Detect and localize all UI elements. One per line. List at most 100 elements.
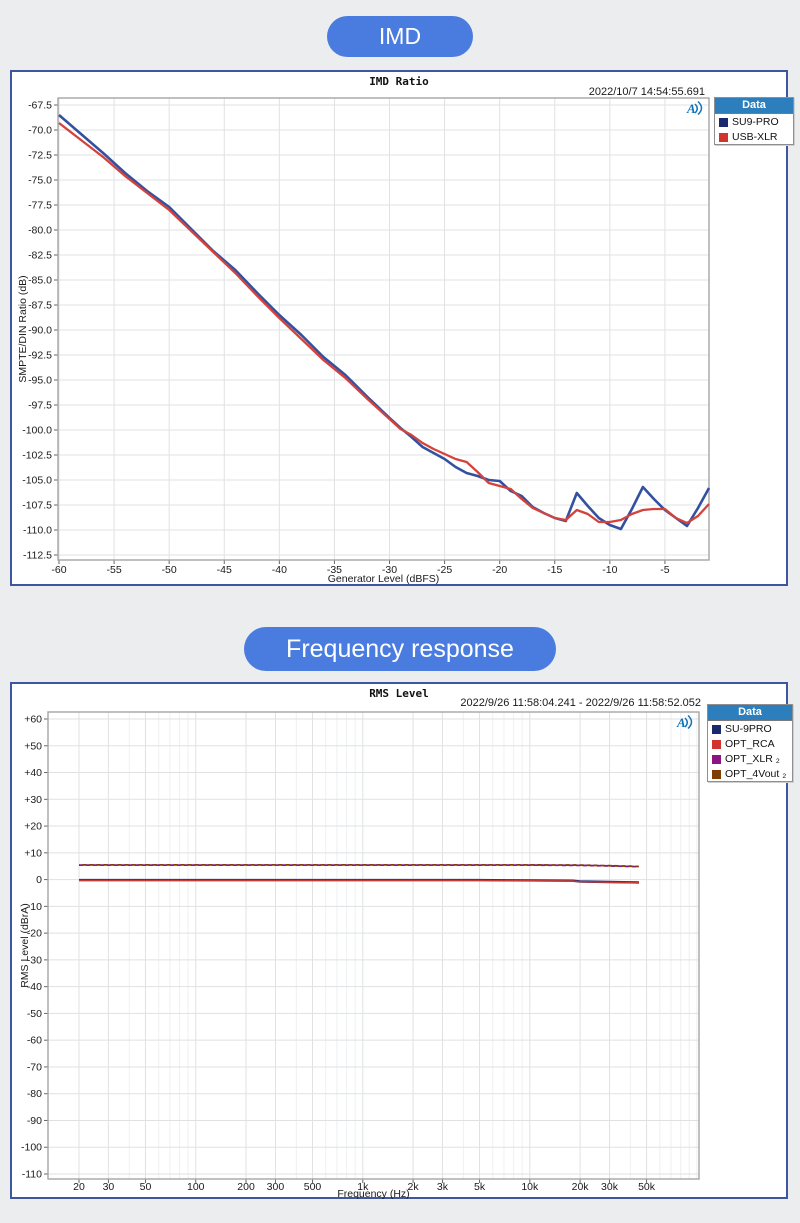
y-tick-label: -10 <box>27 901 42 913</box>
legend-header: Data <box>715 98 793 114</box>
series-OPT_4Vout-₂ <box>79 863 639 868</box>
x-tick-label: 2k <box>408 1181 420 1193</box>
x-tick-label: 50 <box>140 1181 152 1193</box>
y-tick-label: -112.5 <box>23 550 52 562</box>
y-tick-label: +50 <box>24 740 42 752</box>
legend-swatch <box>712 739 721 749</box>
legend-header: Data <box>708 705 792 721</box>
y-tick-label: +40 <box>24 767 42 779</box>
x-tick-label: -10 <box>602 564 617 576</box>
plot-frame <box>47 711 700 1180</box>
legend-item: SU-9PRO <box>708 721 792 736</box>
x-tick-label: -35 <box>327 564 342 576</box>
imd-chart-panel: IMD Ratio 2022/10/7 14:54:55.691 -60 -55-… <box>10 70 794 586</box>
y-tick-label: -110 <box>22 1169 42 1181</box>
x-tick-label: 10k <box>521 1181 539 1193</box>
x-tick-label: 20k <box>572 1181 590 1193</box>
legend-item: SU9-PRO <box>715 114 793 129</box>
y-tick-label: -77.5 <box>28 200 52 212</box>
plot-frame <box>57 97 710 561</box>
y-tick-label: -70.0 <box>28 125 52 137</box>
legend-swatch <box>719 117 728 127</box>
legend-rows: SU-9PRO OPT_RCA OPT_XLR ₂ OPT_4Vout ₂ <box>708 721 792 781</box>
x-tick-label: 100 <box>187 1181 205 1193</box>
y-tick-label: +30 <box>24 794 42 806</box>
x-tick-label: -25 <box>437 564 452 576</box>
x-tick-label: -30 <box>382 564 397 576</box>
y-tick-label: +10 <box>24 847 42 859</box>
legend-swatch <box>712 724 721 734</box>
y-tick-label: -110.0 <box>23 525 52 537</box>
ap-logo-arc <box>697 100 703 116</box>
x-tick-label: 30k <box>601 1181 619 1193</box>
rms-level-chart-panel: RMS Level 2022/9/26 11:58:04.241 - 2022/… <box>10 682 793 1199</box>
y-tick-label: -92.5 <box>28 350 52 362</box>
rms-chart-title: RMS Level <box>369 687 429 700</box>
x-tick-label: -40 <box>272 564 287 576</box>
rms-chart-timestamp: 2022/9/26 11:58:04.241 - 2022/9/26 11:58… <box>460 697 701 709</box>
y-tick-label: -82.5 <box>28 250 52 262</box>
imd-legend: Data SU9-PRO USB-XLR <box>714 97 794 145</box>
legend-item: OPT_XLR ₂ <box>708 751 792 766</box>
legend-label: SU-9PRO <box>725 723 772 735</box>
ap-logo-arc <box>694 103 698 114</box>
legend-swatch <box>712 769 721 779</box>
x-tick-label: -15 <box>547 564 562 576</box>
legend-swatch <box>719 132 728 142</box>
legend-label: OPT_XLR ₂ <box>725 753 780 765</box>
rms-chart-canvas: 20 30 50 100 200 300 500 1k 2k 3k 5k 10k 20k 30k 50k +6… <box>19 711 700 1199</box>
legend-swatch <box>712 754 721 764</box>
legend-label: OPT_RCA <box>725 738 775 750</box>
y-tick-label: -102.5 <box>22 450 52 462</box>
y-tick-label: -97.5 <box>28 400 52 412</box>
imd-chart-title: IMD Ratio <box>369 75 429 88</box>
x-tick-label: -5 <box>660 564 669 576</box>
x-tick-label: -45 <box>217 564 232 576</box>
x-tick-label: 300 <box>267 1181 285 1193</box>
y-tick-label: -100 <box>21 1142 42 1154</box>
x-tick-label: -50 <box>162 564 177 576</box>
y-tick-label: -67.5 <box>28 100 52 112</box>
x-tick-label: 3k <box>437 1181 449 1193</box>
legend-rows: SU9-PRO USB-XLR <box>715 114 793 144</box>
y-tick-label: -30 <box>27 954 42 966</box>
y-tick-label: -100.0 <box>22 425 52 437</box>
x-tick-label: -55 <box>106 564 121 576</box>
x-tick-label: 5k <box>474 1181 486 1193</box>
legend-label: SU9-PRO <box>732 116 779 128</box>
x-axis-title: Frequency (Hz) <box>337 1188 409 1199</box>
legend-item: USB-XLR <box>715 129 793 144</box>
y-tick-label: +60 <box>24 714 42 726</box>
y-axis-title: SMPTE/DIN Ratio (dB) <box>17 275 29 382</box>
ap-logo-icon: A <box>686 101 696 116</box>
x-tick-label: -20 <box>492 564 507 576</box>
y-tick-label: -85.0 <box>28 275 52 287</box>
series-OPT_RCA <box>79 879 639 884</box>
y-tick-label: -80 <box>27 1088 42 1100</box>
x-tick-label: 200 <box>237 1181 255 1193</box>
y-axis-title: RMS Level (dBrA) <box>19 903 31 988</box>
ap-logo-arc <box>687 714 693 730</box>
series-SU9-PRO <box>58 114 711 531</box>
x-tick-label: 20 <box>73 1181 85 1193</box>
y-tick-label: -80.0 <box>28 225 52 237</box>
imd-chart-canvas: -60 -55 -50 -45 -40 -35 -30 -25 -20 -15 -10 -5 -67.5… <box>17 97 711 584</box>
series-USB-XLR <box>58 122 710 525</box>
y-tick-label: -75.0 <box>28 175 52 187</box>
y-tick-label: -107.5 <box>22 500 52 512</box>
legend-item: OPT_RCA <box>708 736 792 751</box>
y-tick-label: +20 <box>24 821 42 833</box>
y-tick-label: -72.5 <box>28 150 52 162</box>
legend-label: USB-XLR <box>732 131 778 143</box>
y-tick-label: -95.0 <box>28 375 52 387</box>
legend-label: OPT_4Vout ₂ <box>725 768 787 780</box>
y-tick-label: -87.5 <box>28 300 52 312</box>
y-tick-label: -90.0 <box>28 325 52 337</box>
x-tick-label: -60 <box>51 564 66 576</box>
x-tick-label: 30 <box>103 1181 115 1193</box>
y-tick-label: -40 <box>27 981 42 993</box>
legend-item: OPT_4Vout ₂ <box>708 766 792 781</box>
section-header-frequency-response: Frequency response <box>0 627 800 671</box>
y-tick-label: -60 <box>27 1035 42 1047</box>
frequency-response-badge: Frequency response <box>244 627 556 671</box>
